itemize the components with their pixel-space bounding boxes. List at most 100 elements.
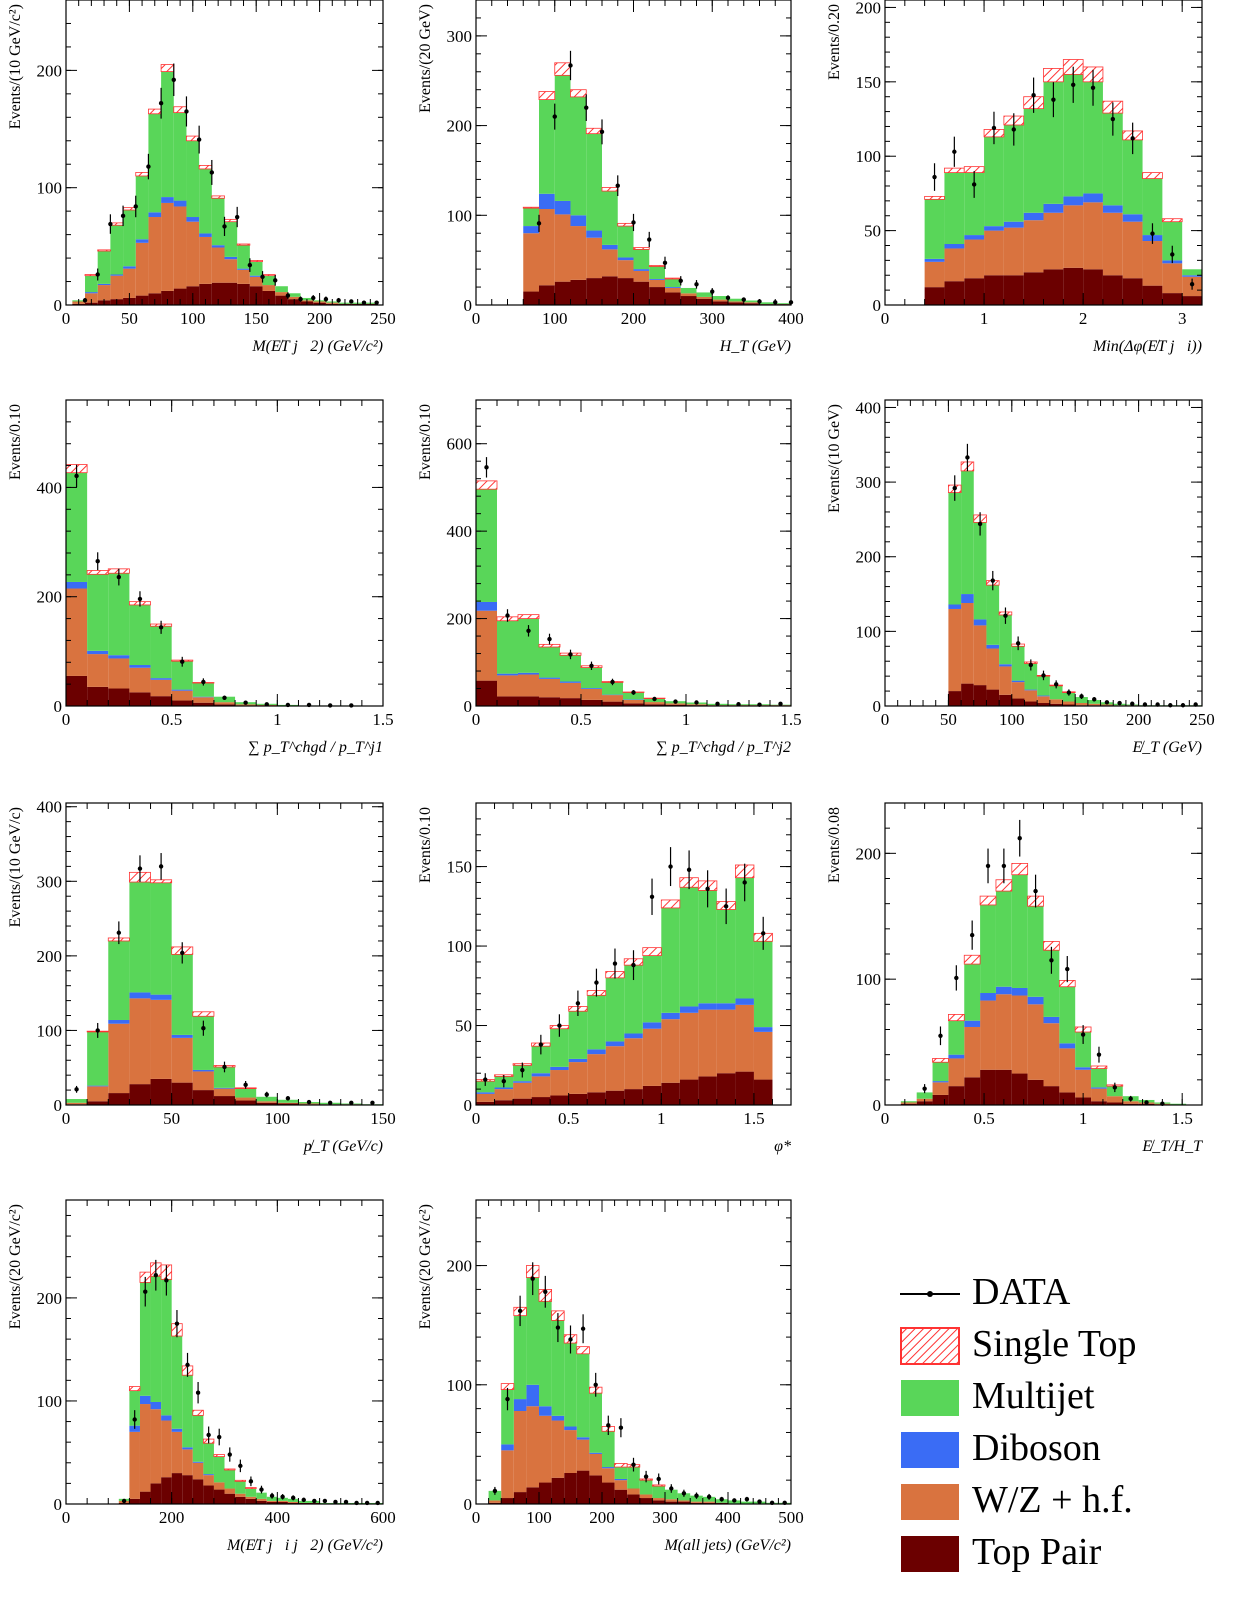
bar-single-top-4 (948, 1014, 965, 1022)
bar-multijet-12 (1075, 1032, 1092, 1068)
plot-frame (475, 802, 792, 1106)
bar-diboson-8 (1011, 987, 1028, 996)
bar-diboson-5 (1003, 221, 1024, 228)
bar-w-z-h-f-15 (743, 302, 760, 304)
y-axis-label: Events/(10 GeV/c²) (7, 4, 24, 129)
bar-w-z-h-f-15 (249, 276, 263, 287)
data-point-3 (526, 628, 531, 634)
bar-w-z-h-f-15 (665, 1499, 678, 1502)
data-point-12 (1092, 697, 1097, 702)
bar-multijet-8 (213, 1066, 236, 1088)
bar-w-z-h-f-1 (66, 1102, 88, 1105)
bar-w-z-h-f-4 (150, 1409, 162, 1484)
x-tick-label: 0.5 (161, 710, 182, 729)
bar-w-z-h-f-9 (649, 279, 665, 288)
y-tick-label: 50 (864, 222, 881, 241)
bar-diboson-3 (932, 1081, 949, 1083)
legend-swatch-diboson (901, 1432, 959, 1468)
data-point-8 (222, 695, 227, 701)
bar-top-pair-6 (171, 1082, 193, 1105)
data-point-1 (492, 1488, 498, 1494)
data-point-8 (171, 77, 176, 82)
chart-panel-9: 0 100 200 0 0.5 1 1.5 Events/0.08 E̸_T/H_T (826, 802, 1203, 1155)
bar-diboson-3 (973, 619, 987, 626)
x-tick-label: 1 (1079, 1109, 1088, 1128)
bar-diboson-3 (513, 1399, 527, 1412)
bar-multijet-13 (1091, 1068, 1107, 1088)
bar-w-z-h-f-1 (523, 233, 539, 292)
bar-top-pair-9 (1027, 1079, 1044, 1105)
bar-w-z-h-f-12 (211, 247, 225, 283)
data-point-12 (306, 1099, 312, 1105)
bar-multijet-8 (633, 249, 650, 270)
bar-multijet-21 (740, 1501, 754, 1504)
bar-w-z-h-f-18 (287, 296, 301, 300)
bar-top-pair-3 (108, 688, 130, 706)
bar-multijet-15 (266, 1496, 278, 1501)
bar-w-z-h-f-9 (1049, 699, 1063, 704)
data-point-1 (484, 465, 489, 470)
x-tick-label: 200 (1126, 710, 1152, 729)
bar-single-top-12 (234, 1479, 247, 1482)
x-tick-label: 300 (700, 309, 726, 328)
x-tick-label: 100 (999, 710, 1025, 729)
bar-diboson-7 (617, 257, 634, 261)
chart-panel-5: 0 200 400 600 0 0.5 1 1.5 Events/0.10 ∑ p_T^chgd … (417, 399, 802, 756)
bar-w-z-h-f-2 (961, 603, 974, 684)
legend-label-data: DATA (972, 1271, 1071, 1313)
x-tick-label: 0 (62, 1109, 71, 1128)
bar-diboson-4 (150, 1401, 162, 1410)
plot-frame (475, 399, 792, 707)
data-point-14 (247, 262, 253, 268)
data-point-6 (180, 659, 185, 664)
data-point-4 (530, 1276, 535, 1281)
bar-top-pair-10 (602, 1482, 615, 1504)
bar-multijet-3 (108, 940, 130, 1020)
bar-top-pair-12 (211, 282, 225, 305)
y-tick-label: 300 (856, 473, 882, 492)
y-tick-label: 100 (447, 937, 473, 956)
data-point-10 (1110, 116, 1116, 122)
bar-diboson-10 (1102, 205, 1123, 213)
data-point-1 (121, 1498, 127, 1504)
bar-single-top-2 (128, 1386, 141, 1392)
bar-w-z-h-f-5 (999, 666, 1012, 695)
bar-single-top-7 (192, 1011, 215, 1017)
bar-top-pair-7 (617, 278, 634, 305)
bar-w-z-h-f-14 (256, 1498, 267, 1501)
bar-top-pair-10 (665, 292, 681, 305)
x-tick-label: 1 (682, 710, 691, 729)
bar-w-z-h-f-16 (262, 285, 276, 291)
y-tick-label: 200 (37, 947, 63, 966)
bar-single-top-5 (150, 879, 173, 884)
bar-single-top-10 (664, 277, 682, 280)
data-point-10 (196, 137, 202, 142)
bar-multijet-12 (679, 887, 699, 1007)
bar-multijet-7 (182, 1375, 193, 1448)
x-axis-label: Min(Δφ(E̸T j⃗i)) (1092, 338, 1202, 355)
bar-diboson-3 (964, 235, 985, 240)
bar-multijet-10 (213, 1456, 225, 1483)
data-point-7 (594, 980, 599, 985)
data-point-9 (662, 260, 668, 266)
bar-top-pair-4 (526, 1487, 539, 1504)
y-tick-label: 100 (856, 147, 882, 166)
bar-top-pair-9 (235, 1100, 257, 1105)
bar-multijet-4 (984, 136, 1004, 227)
data-point-18 (1168, 703, 1173, 708)
bar-diboson-4 (129, 992, 151, 999)
data-point-1 (74, 1087, 79, 1092)
bar-top-pair-13 (1162, 293, 1183, 305)
bar-w-z-h-f-5 (539, 1415, 552, 1483)
bar-w-z-h-f-13 (1091, 1088, 1107, 1102)
x-tick-label: 1 (657, 1109, 666, 1128)
bar-diboson-15 (249, 275, 263, 277)
bar-w-z-h-f-2 (87, 654, 109, 687)
legend-entry-top-pair: Top Pair (900, 1528, 1240, 1580)
bar-single-top-14 (236, 243, 251, 246)
bar-multijet-13 (639, 1480, 653, 1495)
bar-top-pair-4 (986, 689, 1000, 706)
bar-top-pair-2 (944, 281, 965, 305)
bar-multijet-12 (1142, 178, 1163, 236)
bar-w-z-h-f-4 (129, 667, 151, 693)
